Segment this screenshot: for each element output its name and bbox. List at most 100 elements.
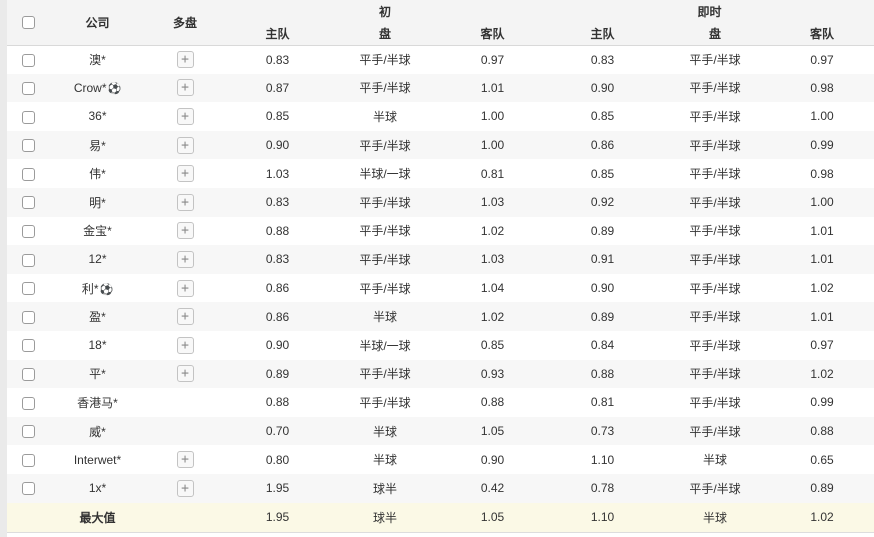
live-away-odds: 0.88 xyxy=(810,424,834,439)
company-cell: 澳* xyxy=(50,45,145,74)
company-cell: 香港马* xyxy=(50,388,145,417)
live-handicap: 平手/半球 xyxy=(689,338,741,353)
row-checkbox[interactable] xyxy=(22,110,35,124)
expand-plus-button[interactable]: + xyxy=(176,51,194,69)
init-handicap: 平手/半球 xyxy=(359,224,411,239)
table-body: 澳* + 0.83 平手/半球 0.97 0.83 平手/半球 0.97 Cro… xyxy=(7,45,874,503)
expand-plus-button[interactable]: + xyxy=(176,250,194,268)
row-checkbox[interactable] xyxy=(22,367,35,381)
init-away-odds: 0.90 xyxy=(480,452,505,467)
init-handicap: 平手/半球 xyxy=(359,195,411,210)
init-handicap: 球半 xyxy=(372,481,397,496)
multi-cell xyxy=(145,388,225,417)
multi-cell: + xyxy=(145,302,225,331)
row-checkbox-cell xyxy=(7,131,50,160)
live-away-odds: 1.00 xyxy=(810,195,834,210)
company-cell: 利*⚽ xyxy=(50,274,145,303)
expand-plus-button[interactable]: + xyxy=(176,336,194,354)
expand-plus-button[interactable]: + xyxy=(176,308,194,326)
company-cell: 金宝* xyxy=(50,217,145,246)
row-checkbox-cell xyxy=(7,388,50,417)
live-handicap: 平手/半球 xyxy=(689,424,741,439)
soccer-ball-icon: ⚽ xyxy=(99,283,114,296)
multi-cell: + xyxy=(145,45,225,74)
left-gutter xyxy=(0,0,7,537)
table-row: 盈* + 0.86 半球 1.02 0.89 平手/半球 1.01 xyxy=(7,302,874,331)
row-checkbox[interactable] xyxy=(22,82,35,96)
row-checkbox[interactable] xyxy=(22,482,35,496)
live-away-odds: 1.02 xyxy=(810,281,834,296)
multi-cell: + xyxy=(145,360,225,389)
live-away-odds: 0.97 xyxy=(810,338,834,353)
company-cell: 盈* xyxy=(50,302,145,331)
row-checkbox[interactable] xyxy=(22,453,35,467)
live-home-odds: 0.81 xyxy=(590,395,615,410)
company-cell: Interwet* xyxy=(50,445,145,474)
expand-plus-button[interactable]: + xyxy=(176,193,194,211)
init-handicap: 平手/半球 xyxy=(359,138,411,153)
init-home-odds: 0.83 xyxy=(265,252,290,267)
live-away-odds: 0.98 xyxy=(810,166,834,181)
select-all-checkbox[interactable] xyxy=(22,16,35,30)
table-row: 澳* + 0.83 平手/半球 0.97 0.83 平手/半球 0.97 xyxy=(7,45,874,74)
company-name: 利* xyxy=(81,281,99,296)
expand-plus-button[interactable]: + xyxy=(176,79,194,97)
max-value-row: 最大值 1.95 球半 1.05 1.10 半球 1.02 xyxy=(7,502,874,533)
row-checkbox[interactable] xyxy=(22,396,35,410)
expand-plus-button[interactable]: + xyxy=(176,136,194,154)
company-name: 12* xyxy=(88,252,107,267)
expand-plus-button[interactable]: + xyxy=(176,222,194,240)
header-group-live: 即时 xyxy=(545,0,874,22)
max-init-away-odds: 1.05 xyxy=(480,510,505,525)
init-handicap: 半球 xyxy=(372,310,397,325)
row-checkbox[interactable] xyxy=(22,282,35,296)
live-away-odds: 0.97 xyxy=(810,52,834,67)
multi-cell: + xyxy=(145,102,225,131)
company-name: 伟* xyxy=(89,167,106,182)
expand-plus-button[interactable]: + xyxy=(176,107,194,125)
company-cell: 18* xyxy=(50,331,145,360)
company-name: 香港马* xyxy=(77,395,118,410)
init-handicap: 半球 xyxy=(372,424,397,439)
expand-plus-button[interactable]: + xyxy=(176,479,194,497)
expand-plus-button[interactable]: + xyxy=(176,365,194,383)
company-cell: 明* xyxy=(50,188,145,217)
odds-table: 公司 多盘 初 即时 主队 盘 客队 主队 盘 客队 澳* + 0.83 平手/… xyxy=(7,0,874,533)
init-home-odds: 0.83 xyxy=(265,195,290,210)
row-checkbox[interactable] xyxy=(22,253,35,267)
init-away-odds: 0.81 xyxy=(480,166,505,181)
row-checkbox[interactable] xyxy=(22,225,35,239)
live-away-odds: 1.02 xyxy=(810,366,834,381)
live-handicap: 半球 xyxy=(703,453,728,468)
multi-cell: + xyxy=(145,445,225,474)
expand-plus-button[interactable]: + xyxy=(176,165,194,183)
table-row: 金宝* + 0.88 平手/半球 1.02 0.89 平手/半球 1.01 xyxy=(7,216,874,246)
row-checkbox-cell xyxy=(7,360,50,389)
live-handicap: 平手/半球 xyxy=(689,167,741,182)
row-checkbox-cell xyxy=(7,74,50,103)
company-name: 易* xyxy=(89,138,106,153)
company-name: Interwet* xyxy=(73,452,122,467)
company-cell: 威* xyxy=(50,417,145,446)
init-home-odds: 0.86 xyxy=(265,281,290,296)
company-name: 18* xyxy=(88,338,107,353)
row-checkbox[interactable] xyxy=(22,53,35,67)
row-checkbox[interactable] xyxy=(22,139,35,153)
expand-plus-button[interactable]: + xyxy=(176,451,194,469)
row-checkbox[interactable] xyxy=(22,339,35,353)
row-checkbox[interactable] xyxy=(22,425,35,439)
expand-plus-button[interactable]: + xyxy=(176,279,194,297)
row-checkbox[interactable] xyxy=(22,310,35,324)
init-away-odds: 1.03 xyxy=(480,252,505,267)
live-handicap: 平手/半球 xyxy=(689,481,741,496)
init-away-odds: 1.00 xyxy=(480,109,505,124)
table-row: 香港马* 0.88 平手/半球 0.88 0.81 平手/半球 0.99 xyxy=(7,388,874,417)
live-home-odds: 0.91 xyxy=(590,252,615,267)
live-home-odds: 0.86 xyxy=(590,138,615,153)
row-checkbox[interactable] xyxy=(22,196,35,210)
max-row-checkbox-cell xyxy=(7,503,50,533)
row-checkbox[interactable] xyxy=(22,167,35,181)
multi-cell: + xyxy=(145,74,225,103)
live-away-odds: 1.01 xyxy=(810,223,834,238)
live-home-odds: 0.73 xyxy=(590,424,615,439)
